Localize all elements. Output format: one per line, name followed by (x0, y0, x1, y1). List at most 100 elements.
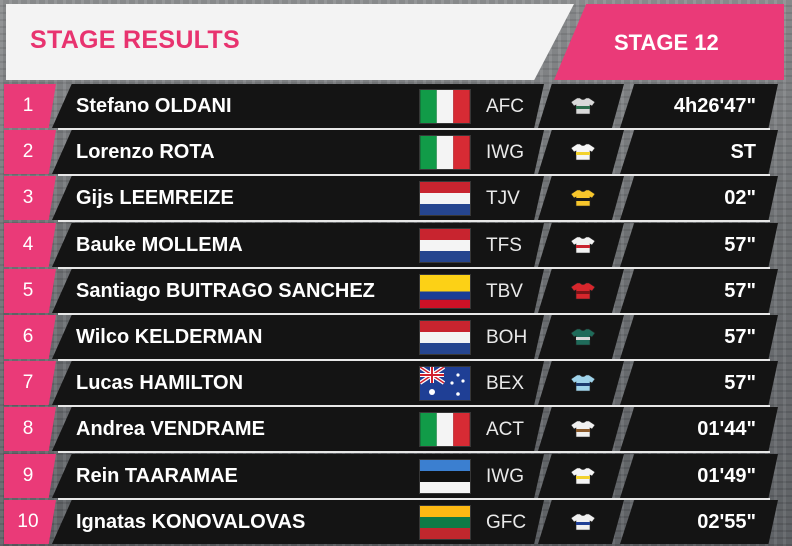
rank-badge: 8 (4, 407, 56, 451)
row-divider (58, 220, 770, 222)
row-divider (58, 267, 770, 269)
groupama-jersey-icon (570, 513, 596, 531)
team-code: TBV (486, 281, 523, 302)
italy-flag-icon (420, 413, 470, 446)
time-box (620, 84, 778, 128)
team-code: ACT (486, 419, 524, 440)
rank-number: 2 (22, 141, 34, 162)
estonia-flag-icon (420, 460, 470, 493)
bora-jersey-icon (570, 328, 596, 346)
bahrain-jersey-icon (570, 282, 596, 300)
netherlands-flag-icon (420, 321, 470, 354)
rider-name: Wilco KELDERMAN (76, 326, 263, 348)
rank-number: 4 (22, 234, 34, 255)
time-box (620, 130, 778, 174)
header-stage-panel (554, 4, 784, 80)
italy-flag-icon (420, 90, 470, 123)
rank-badge: 9 (4, 454, 56, 498)
table-row: 2 Lorenzo ROTA IWG ST (4, 130, 780, 174)
bikeexchange-jersey-icon (570, 374, 596, 392)
team-code: BEX (486, 373, 525, 394)
row-divider (58, 174, 770, 176)
team-code: IWG (486, 142, 524, 163)
italy-flag-icon (420, 136, 470, 169)
rank-number: 1 (22, 95, 34, 116)
row-divider (58, 359, 770, 361)
rider-name: Santiago BUITRAGO SANCHEZ (76, 280, 375, 302)
time-gap: 02" (724, 187, 756, 209)
time-gap: 4h26'47" (673, 95, 756, 117)
colombia-flag-icon (420, 275, 470, 308)
row-divider (58, 498, 770, 500)
team-code: TJV (486, 188, 520, 209)
trek-jersey-icon (570, 236, 596, 254)
intermarche-jersey-icon (570, 467, 596, 485)
time-box (620, 223, 778, 267)
jumbo-jersey-icon (570, 189, 596, 207)
rider-name: Bauke MOLLEMA (76, 234, 243, 256)
table-row: 6 Wilco KELDERMAN BOH 57" (4, 315, 780, 359)
rank-badge: 1 (4, 84, 56, 128)
time-gap: 57" (724, 326, 756, 348)
lithuania-flag-icon (420, 506, 470, 539)
table-row: 9 Rein TAARAMAE IWG 01'49" (4, 454, 780, 498)
time-gap: 01'49" (697, 465, 756, 487)
time-box (620, 315, 778, 359)
time-gap: 02'55" (697, 511, 756, 533)
time-gap: 57" (724, 372, 756, 394)
time-gap: 01'44" (697, 418, 756, 440)
netherlands-flag-icon (420, 229, 470, 262)
rank-number: 9 (22, 465, 34, 486)
rank-number: 3 (22, 187, 34, 208)
table-row: 8 Andrea VENDRAME ACT 01'44" (4, 407, 780, 451)
team-code: AFC (486, 96, 524, 117)
rider-name: Gijs LEEMREIZE (76, 187, 234, 209)
time-box (620, 176, 778, 220)
team-code: TFS (486, 235, 522, 256)
row-divider (58, 128, 770, 130)
alpecin-jersey-icon (570, 97, 596, 115)
page-title: STAGE RESULTS (30, 26, 240, 54)
rider-name: Ignatas KONOVALOVAS (76, 511, 306, 533)
table-row: 3 Gijs LEEMREIZE TJV 02" (4, 176, 780, 220)
rank-number: 7 (22, 372, 34, 393)
rank-badge: 6 (4, 315, 56, 359)
time-box (620, 269, 778, 313)
rider-name: Stefano OLDANI (76, 95, 232, 117)
rank-badge: 4 (4, 223, 56, 267)
rider-name: Andrea VENDRAME (76, 418, 265, 440)
australia-flag-icon (420, 367, 470, 400)
row-divider (58, 451, 770, 453)
table-row: 10 Ignatas KONOVALOVAS GFC 02'55" (4, 500, 780, 544)
ag2r-jersey-icon (570, 420, 596, 438)
rank-badge: 3 (4, 176, 56, 220)
table-row: 4 Bauke MOLLEMA TFS 57" (4, 223, 780, 267)
time-box (620, 361, 778, 405)
team-code: IWG (486, 466, 524, 487)
time-box (620, 500, 778, 544)
rider-name: Rein TAARAMAE (76, 465, 238, 487)
time-gap: 57" (724, 280, 756, 302)
time-gap: 57" (724, 234, 756, 256)
netherlands-flag-icon (420, 182, 470, 215)
row-divider (58, 313, 770, 315)
rank-number: 6 (22, 326, 34, 347)
rank-badge: 2 (4, 130, 56, 174)
rank-badge: 10 (4, 500, 56, 544)
team-code: GFC (486, 512, 527, 533)
table-row: 7 Lucas HAMILTON BEX 57" (4, 361, 780, 405)
table-row: 1 Stefano OLDANI AFC 4h26'47" (4, 84, 780, 128)
team-code: BOH (486, 327, 528, 348)
row-divider (58, 405, 770, 407)
rank-number: 10 (17, 511, 39, 532)
header-title-panel (6, 4, 574, 80)
rank-number: 8 (22, 418, 34, 439)
rider-name: Lorenzo ROTA (76, 141, 215, 163)
time-gap: ST (730, 141, 756, 163)
stage-results-header: STAGE RESULTS STAGE 12 (6, 4, 784, 80)
intermarche-jersey-icon (570, 143, 596, 161)
stage-label: STAGE 12 (614, 30, 719, 55)
rank-badge: 5 (4, 269, 56, 313)
time-box (620, 407, 778, 451)
time-box (620, 454, 778, 498)
